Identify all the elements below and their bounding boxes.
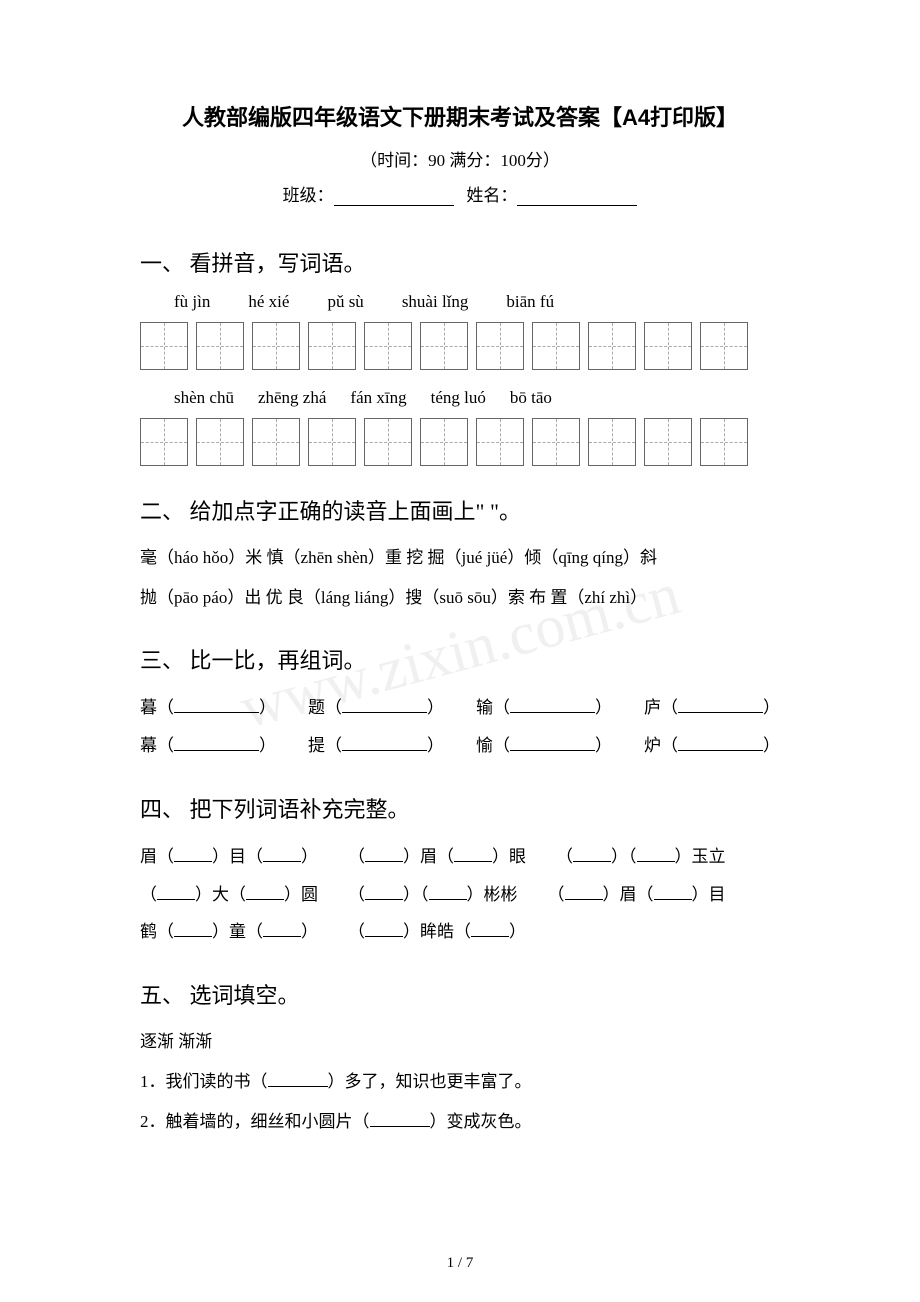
doc-subtitle: （时间：90 满分：100分）: [140, 146, 780, 171]
pinyin-item: shèn chū: [174, 388, 234, 408]
char-box: [476, 418, 524, 466]
boxes-row-2: [140, 418, 780, 466]
page-content: 人教部编版四年级语文下册期末考试及答案【A4打印版】 （时间：90 满分：100…: [140, 100, 780, 1139]
char-box: [700, 322, 748, 370]
char-box: [644, 418, 692, 466]
char-box: [420, 418, 468, 466]
name-label: 姓名：: [466, 186, 517, 205]
char-box: [644, 322, 692, 370]
idiom-item: （）眸皓（）: [348, 913, 526, 950]
pair-item: 输（）: [476, 689, 612, 726]
idiom-item: （）眉（）目: [548, 876, 726, 913]
section3-title: 三、 比一比，再组词。: [140, 643, 780, 675]
char-box: [252, 418, 300, 466]
section1-title: 一、 看拼音，写词语。: [140, 246, 780, 278]
pinyin-item: hé xié: [248, 292, 289, 312]
section3-row2: 幕（） 提（） 愉（） 炉（）: [140, 727, 780, 764]
char-box: [308, 322, 356, 370]
section3-row1: 暮（） 题（） 输（） 庐（）: [140, 689, 780, 726]
section4-title: 四、 把下列词语补充完整。: [140, 792, 780, 824]
pinyin-item: téng luó: [431, 388, 486, 408]
page-number: 1 / 7: [0, 1255, 920, 1272]
class-name-line: 班级： 姓名：: [140, 181, 780, 206]
section4-row2: （）大（）圆 （）（）彬彬 （）眉（）目: [140, 876, 780, 913]
section4-row1: 眉（）目（） （）眉（）眼 （）（）玉立: [140, 838, 780, 875]
char-box: [140, 418, 188, 466]
pinyin-item: zhēng zhá: [258, 388, 326, 408]
idiom-item: 鹤（）童（）: [140, 913, 318, 950]
idiom-item: （）（）玉立: [556, 838, 726, 875]
char-box: [476, 322, 524, 370]
section2-title: 二、 给加点字正确的读音上面画上" "。: [140, 494, 780, 526]
char-box: [532, 322, 580, 370]
pinyin-row-1: fù jìn hé xié pǔ sù shuài lǐng biān fú: [174, 292, 780, 312]
name-blank: [517, 188, 637, 206]
char-box: [364, 322, 412, 370]
char-box: [588, 322, 636, 370]
pinyin-item: shuài lǐng: [402, 292, 469, 312]
char-box: [196, 418, 244, 466]
class-label: 班级：: [283, 186, 334, 205]
char-box: [364, 418, 412, 466]
pinyin-row-2: shèn chū zhēng zhá fán xīng téng luó bō …: [174, 388, 780, 408]
idiom-item: 眉（）目（）: [140, 838, 318, 875]
char-box: [196, 322, 244, 370]
boxes-row-1: [140, 322, 780, 370]
section5-q1: 1．我们读的书（）多了，知识也更丰富了。: [140, 1064, 780, 1100]
char-box: [252, 322, 300, 370]
pair-item: 提（）: [308, 727, 444, 764]
char-box: [308, 418, 356, 466]
char-box: [420, 322, 468, 370]
idiom-item: （）大（）圆: [140, 876, 318, 913]
pinyin-item: bō tāo: [510, 388, 552, 408]
pair-item: 幕（）: [140, 727, 276, 764]
char-box: [588, 418, 636, 466]
pair-item: 庐（）: [644, 689, 780, 726]
section2-line1: 毫（háo hǒo）米 慎（zhēn shèn）重 挖 掘（jué jüé）倾（…: [140, 540, 780, 576]
char-box: [140, 322, 188, 370]
section5-words: 逐渐 渐渐: [140, 1024, 780, 1060]
section4-row3: 鹤（）童（） （）眸皓（）: [140, 913, 780, 950]
pair-item: 暮（）: [140, 689, 276, 726]
pinyin-item: biān fú: [506, 292, 554, 312]
section2-line2: 抛（pāo páo）出 优 良（láng liáng）搜（suō sōu）索 布…: [140, 580, 780, 616]
pair-item: 题（）: [308, 689, 444, 726]
pair-item: 愉（）: [476, 727, 612, 764]
pinyin-item: fán xīng: [350, 388, 406, 408]
idiom-item: （）眉（）眼: [348, 838, 526, 875]
pinyin-item: fù jìn: [174, 292, 210, 312]
pair-item: 炉（）: [644, 727, 780, 764]
pinyin-item: pǔ sù: [327, 292, 363, 312]
class-blank: [334, 188, 454, 206]
doc-title: 人教部编版四年级语文下册期末考试及答案【A4打印版】: [140, 100, 780, 132]
section5-title: 五、 选词填空。: [140, 978, 780, 1010]
char-box: [700, 418, 748, 466]
idiom-item: （）（）彬彬: [348, 876, 518, 913]
section5-q2: 2．触着墙的，细丝和小圆片（）变成灰色。: [140, 1104, 780, 1140]
char-box: [532, 418, 580, 466]
